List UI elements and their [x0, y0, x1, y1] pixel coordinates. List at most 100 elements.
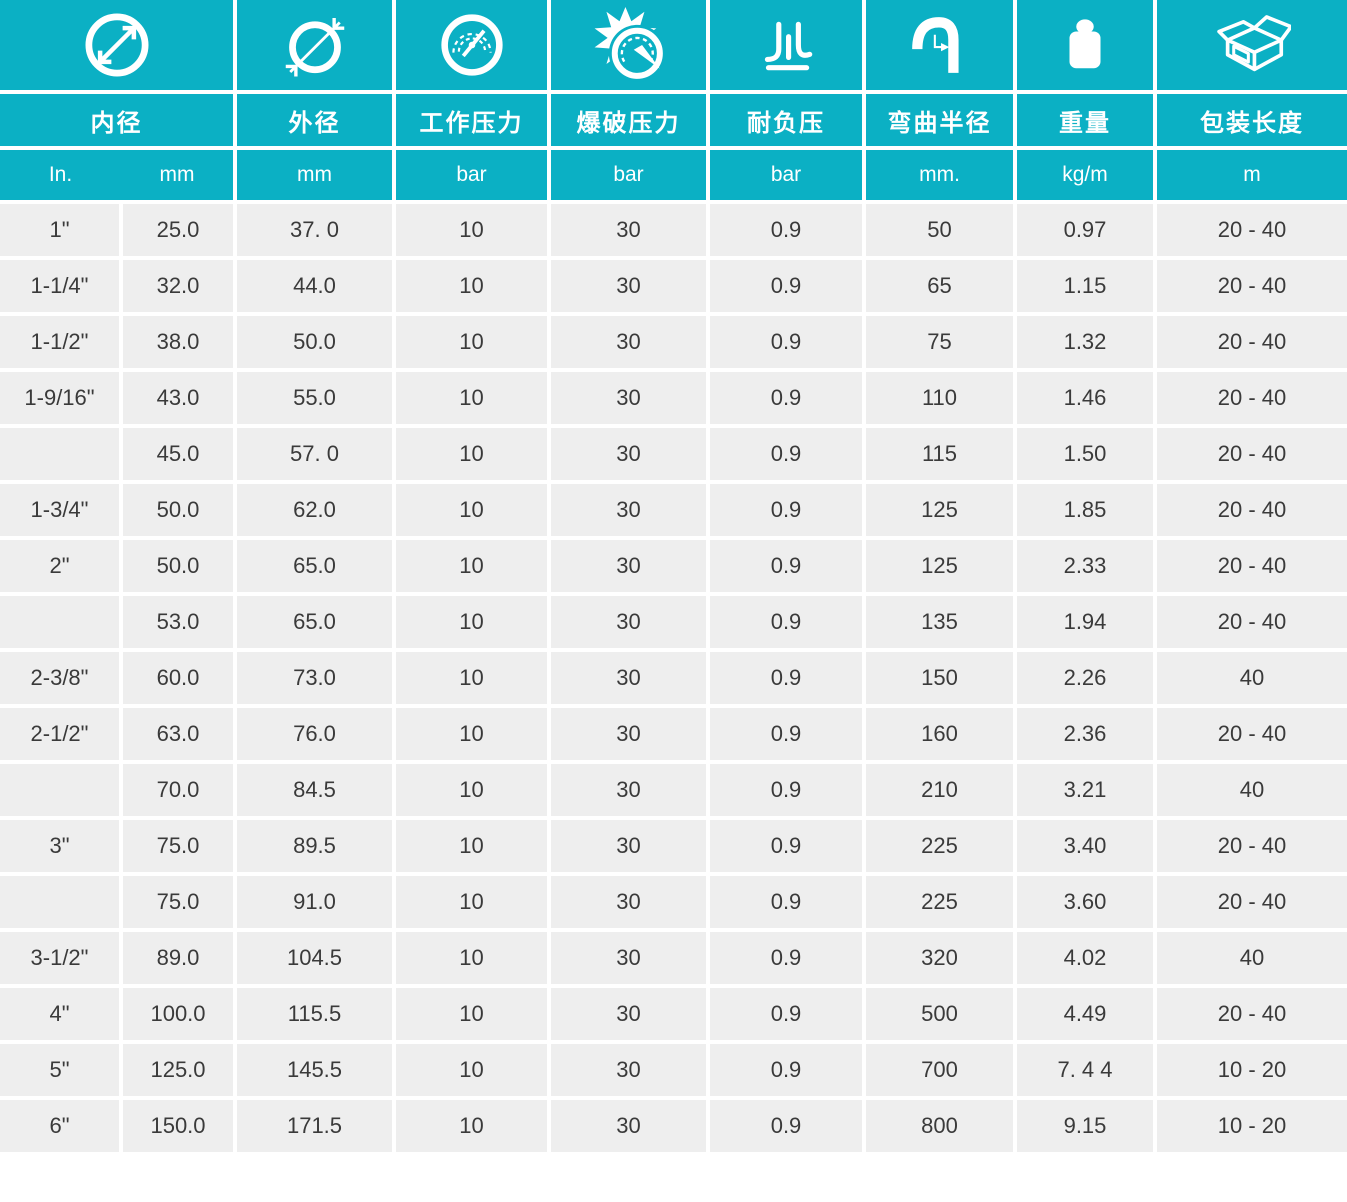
- table-cell-r10-c3: 76.0: [237, 708, 392, 760]
- table-cell-r7-c5: 30: [551, 540, 706, 592]
- table-cell-r15-c1: 4": [0, 988, 119, 1040]
- column-header-working-pressure: 工作压力: [396, 94, 547, 146]
- table-cell-r11-c4: 10: [396, 764, 547, 816]
- table-cell-r8-c2: 53.0: [123, 596, 233, 648]
- unit-cell-package-length: m: [1157, 150, 1347, 200]
- table-cell-r10-c8: 2.36: [1017, 708, 1153, 760]
- table-cell-r14-c1: 3-1/2": [0, 932, 119, 984]
- table-cell-r7-c9: 20 - 40: [1157, 540, 1347, 592]
- header-icon-cell-inner-diameter: [0, 0, 233, 90]
- table-cell-r16-c2: 125.0: [123, 1044, 233, 1096]
- table-cell-r17-c6: 0.9: [710, 1100, 862, 1152]
- vacuum-icon: [764, 21, 813, 71]
- table-cell-r6-c9: 20 - 40: [1157, 484, 1347, 536]
- table-cell-r2-c9: 20 - 40: [1157, 260, 1347, 312]
- table-cell-r4-c1: 1-9/16": [0, 372, 119, 424]
- table-cell-r9-c7: 150: [866, 652, 1013, 704]
- table-cell-r13-c1: [0, 876, 119, 928]
- column-header-vacuum: 耐负压: [710, 94, 862, 146]
- table-cell-r8-c5: 30: [551, 596, 706, 648]
- table-cell-r9-c8: 2.26: [1017, 652, 1153, 704]
- column-header-outer-diameter: 外径: [237, 94, 392, 146]
- table-cell-r12-c3: 89.5: [237, 820, 392, 872]
- table-cell-r7-c2: 50.0: [123, 540, 233, 592]
- table-cell-r4-c5: 30: [551, 372, 706, 424]
- table-cell-r13-c9: 20 - 40: [1157, 876, 1347, 928]
- table-cell-r7-c8: 2.33: [1017, 540, 1153, 592]
- table-cell-r7-c6: 0.9: [710, 540, 862, 592]
- table-cell-r8-c9: 20 - 40: [1157, 596, 1347, 648]
- table-cell-r15-c2: 100.0: [123, 988, 233, 1040]
- table-cell-r6-c1: 1-3/4": [0, 484, 119, 536]
- spec-table: 内径 外径 工作压力 爆破压力 耐负压 弯曲半径 重量 包装长度 In. mm …: [0, 0, 1347, 1152]
- table-cell-r1-c1: 1": [0, 204, 119, 256]
- table-cell-r17-c3: 171.5: [237, 1100, 392, 1152]
- table-cell-r13-c7: 225: [866, 876, 1013, 928]
- table-cell-r12-c1: 3": [0, 820, 119, 872]
- table-cell-r2-c4: 10: [396, 260, 547, 312]
- pressure-gauge-icon: [440, 14, 503, 76]
- table-cell-r14-c4: 10: [396, 932, 547, 984]
- column-header-inner-diameter: 内径: [0, 94, 233, 146]
- column-header-burst-pressure: 爆破压力: [551, 94, 706, 146]
- table-cell-r1-c9: 20 - 40: [1157, 204, 1347, 256]
- outer-diameter-icon: [285, 18, 344, 77]
- package-icon: [1217, 15, 1291, 72]
- table-cell-r16-c5: 30: [551, 1044, 706, 1096]
- header-icon-cell-weight: [1017, 0, 1153, 90]
- table-cell-r12-c8: 3.40: [1017, 820, 1153, 872]
- table-cell-r13-c5: 30: [551, 876, 706, 928]
- table-cell-r2-c1: 1-1/4": [0, 260, 119, 312]
- table-cell-r11-c7: 210: [866, 764, 1013, 816]
- table-cell-r4-c4: 10: [396, 372, 547, 424]
- header-icon-cell-vacuum: [710, 0, 862, 90]
- burst-pressure-icon: [594, 7, 666, 82]
- table-cell-r16-c6: 0.9: [710, 1044, 862, 1096]
- table-cell-r6-c6: 0.9: [710, 484, 862, 536]
- table-cell-r6-c4: 10: [396, 484, 547, 536]
- table-cell-r5-c7: 115: [866, 428, 1013, 480]
- table-cell-r1-c5: 30: [551, 204, 706, 256]
- table-cell-r10-c1: 2-1/2": [0, 708, 119, 760]
- table-cell-r17-c5: 30: [551, 1100, 706, 1152]
- unit-cell-outer-diameter: mm: [237, 150, 392, 200]
- table-cell-r1-c6: 0.9: [710, 204, 862, 256]
- table-cell-r3-c8: 1.32: [1017, 316, 1153, 368]
- table-cell-r13-c3: 91.0: [237, 876, 392, 928]
- table-cell-r15-c5: 30: [551, 988, 706, 1040]
- table-cell-r9-c2: 60.0: [123, 652, 233, 704]
- unit-cell-bend-radius: mm.: [866, 150, 1013, 200]
- table-cell-r3-c4: 10: [396, 316, 547, 368]
- table-cell-r9-c9: 40: [1157, 652, 1347, 704]
- table-cell-r3-c7: 75: [866, 316, 1013, 368]
- unit-cell-weight: kg/m: [1017, 150, 1153, 200]
- table-cell-r1-c2: 25.0: [123, 204, 233, 256]
- table-cell-r5-c5: 30: [551, 428, 706, 480]
- table-cell-r10-c2: 63.0: [123, 708, 233, 760]
- table-cell-r4-c6: 0.9: [710, 372, 862, 424]
- header-icon-cell-package-length: [1157, 0, 1347, 90]
- table-cell-r1-c4: 10: [396, 204, 547, 256]
- table-cell-r15-c9: 20 - 40: [1157, 988, 1347, 1040]
- table-cell-r12-c7: 225: [866, 820, 1013, 872]
- table-cell-r16-c1: 5": [0, 1044, 119, 1096]
- table-cell-r13-c2: 75.0: [123, 876, 233, 928]
- table-cell-r2-c5: 30: [551, 260, 706, 312]
- table-cell-r8-c8: 1.94: [1017, 596, 1153, 648]
- table-cell-r5-c8: 1.50: [1017, 428, 1153, 480]
- table-cell-r8-c3: 65.0: [237, 596, 392, 648]
- table-cell-r17-c9: 10 - 20: [1157, 1100, 1347, 1152]
- table-cell-r16-c3: 145.5: [237, 1044, 392, 1096]
- table-cell-r1-c7: 50: [866, 204, 1013, 256]
- table-cell-r3-c3: 50.0: [237, 316, 392, 368]
- table-cell-r6-c7: 125: [866, 484, 1013, 536]
- table-cell-r6-c8: 1.85: [1017, 484, 1153, 536]
- table-cell-r13-c4: 10: [396, 876, 547, 928]
- column-header-weight: 重量: [1017, 94, 1153, 146]
- table-cell-r3-c1: 1-1/2": [0, 316, 119, 368]
- table-cell-r8-c4: 10: [396, 596, 547, 648]
- table-cell-r12-c5: 30: [551, 820, 706, 872]
- table-cell-r15-c6: 0.9: [710, 988, 862, 1040]
- table-cell-r15-c7: 500: [866, 988, 1013, 1040]
- table-cell-r10-c4: 10: [396, 708, 547, 760]
